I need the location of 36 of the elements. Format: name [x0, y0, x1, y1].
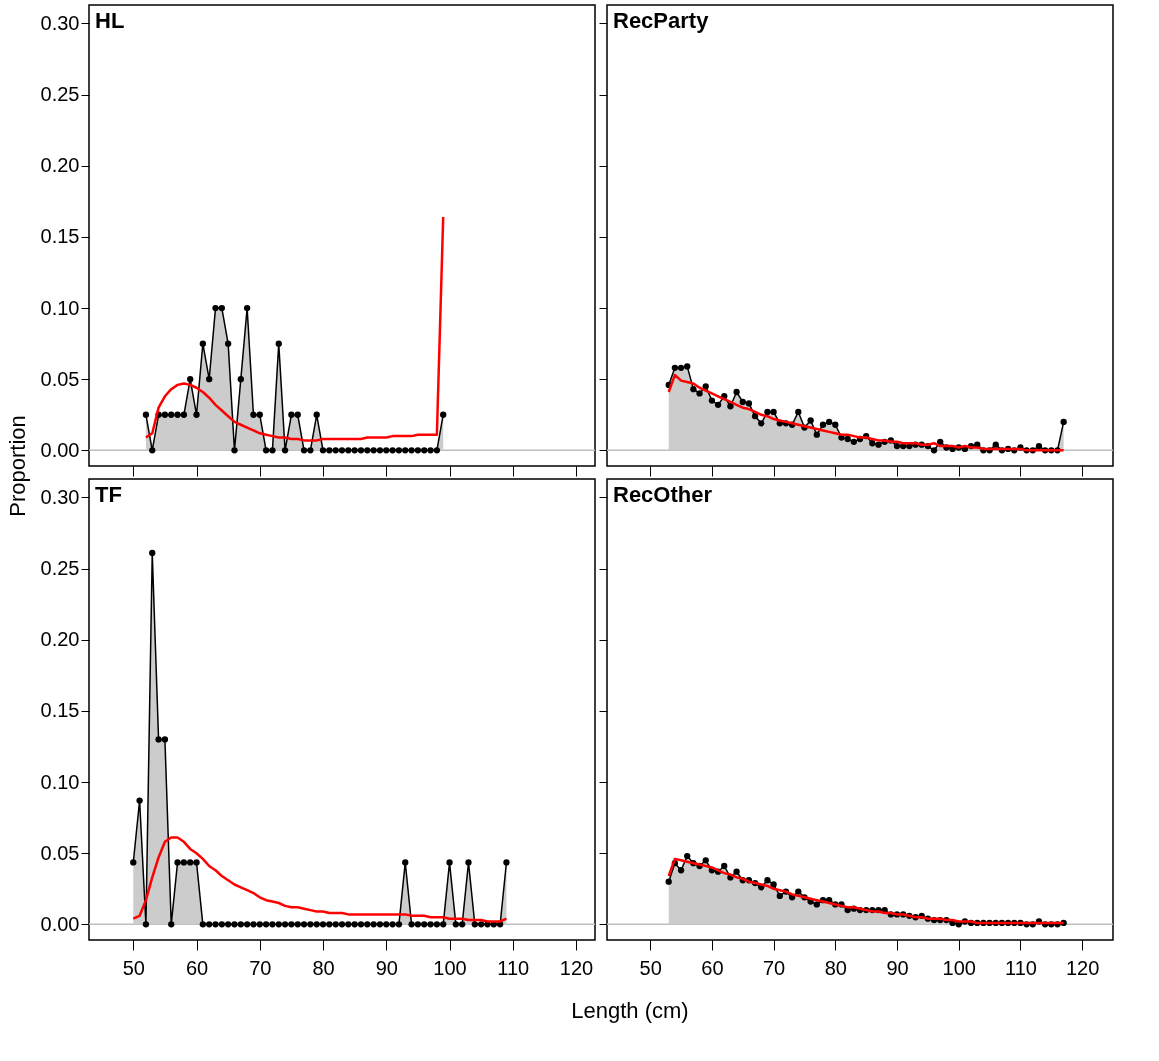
x-tick-label: 110: [497, 956, 530, 979]
y-tick-label: 0.20: [40, 154, 80, 177]
chart-title: RecOther: [613, 482, 713, 507]
x-tick-label: 80: [312, 956, 335, 979]
x-tick-label: 60: [185, 956, 209, 979]
y-tick-label: 0.00: [40, 438, 80, 461]
y-tick-label: 0.15: [40, 699, 80, 722]
chart-title: RecParty: [613, 8, 710, 33]
y-tick-label: 0.20: [40, 628, 80, 651]
y-tick-label: 0.15: [40, 225, 80, 248]
chart-title: HL: [95, 8, 125, 33]
x-tick-label: 70: [762, 956, 786, 979]
y-tick-label: 0.25: [40, 557, 80, 580]
x-tick-label: 90: [375, 956, 398, 979]
x-tick-label: 100: [433, 956, 467, 979]
y-tick-label: 0.10: [40, 770, 80, 793]
y-tick-label: 0.05: [40, 841, 80, 864]
y-axis-title: Proportion: [5, 415, 30, 517]
x-tick-label: 50: [122, 956, 145, 979]
y-tick-label: 0.00: [40, 912, 80, 935]
x-tick-label: 100: [942, 956, 976, 979]
y-tick-label: 0.05: [40, 367, 80, 390]
x-tick-label: 80: [824, 956, 847, 979]
y-tick-label: 0.30: [40, 12, 80, 34]
x-tick-label: 70: [249, 956, 272, 979]
x-tick-label: 50: [639, 956, 662, 979]
x-tick-label: 120: [559, 956, 594, 979]
x-tick-label: 60: [701, 956, 724, 979]
chart-title: TF: [95, 482, 122, 507]
x-tick-label: 120: [1065, 956, 1100, 979]
y-tick-label: 0.30: [40, 486, 80, 508]
y-tick-label: 0.10: [40, 296, 80, 319]
x-tick-label: 110: [1004, 956, 1037, 979]
x-tick-label: 90: [886, 956, 909, 979]
y-tick-label: 0.25: [40, 83, 80, 106]
x-axis-title: Length (cm): [571, 998, 689, 1023]
